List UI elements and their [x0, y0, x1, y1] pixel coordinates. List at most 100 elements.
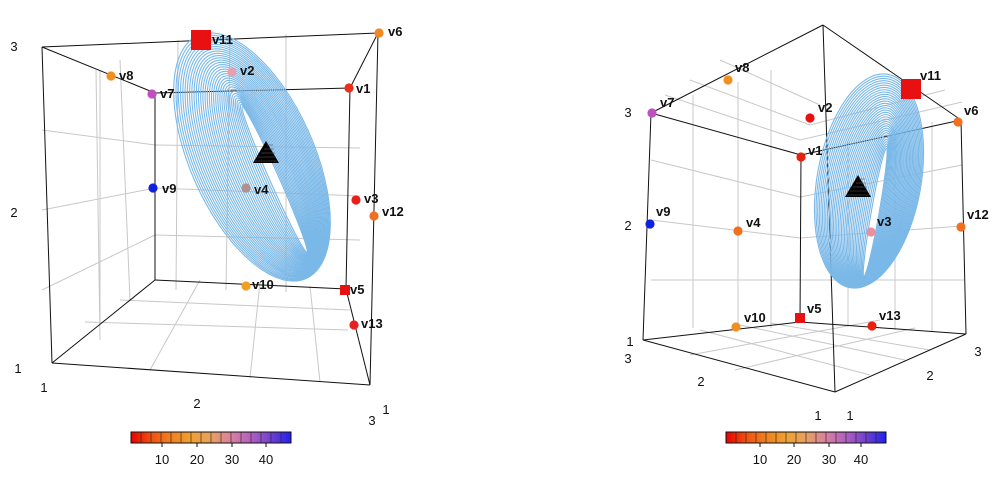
ellipsoid-ring	[231, 93, 310, 258]
colorbar-tick-label: 30	[822, 452, 836, 467]
ellipsoid-ring	[200, 59, 321, 271]
point-v1	[344, 83, 354, 93]
tick-x-2: 2	[193, 396, 200, 411]
point-v9	[645, 219, 655, 229]
point-label-v3: v3	[877, 214, 891, 229]
ellipsoid-ring	[238, 101, 309, 255]
point-v11	[901, 79, 921, 99]
point-label-v6: v6	[964, 103, 978, 118]
colorbar-tick-label: 10	[155, 452, 169, 467]
grid-line	[769, 322, 931, 351]
ellipsoid-ring	[232, 95, 310, 257]
ellipsoid-ring	[197, 57, 322, 272]
point-label-v1: v1	[356, 81, 370, 96]
point-v5	[795, 313, 805, 323]
ellipsoid-ring	[239, 104, 309, 254]
point-v7	[147, 89, 157, 99]
ellipsoid-ring	[202, 61, 320, 270]
ellipsoid-ring	[229, 90, 311, 259]
colorbar-tick-label: 10	[753, 452, 767, 467]
point-label-v11: v11	[212, 32, 233, 47]
point-label-v5: v5	[350, 282, 364, 297]
point-v4	[241, 183, 251, 193]
grid-line	[689, 79, 811, 126]
ellipsoid-ring	[213, 73, 316, 266]
tick-y-1: 1	[382, 402, 389, 417]
grid-line	[84, 321, 349, 331]
ellipsoid-ring	[234, 97, 310, 256]
point-v10	[731, 322, 741, 332]
point-v7	[647, 108, 657, 118]
box-edge	[51, 279, 156, 364]
grid-line	[309, 285, 321, 383]
grid-line	[119, 59, 131, 301]
point-label-v8: v8	[119, 68, 133, 83]
point-label-v13: v13	[361, 316, 383, 331]
tick-x-2: 2	[697, 374, 704, 389]
ellipsoid-ring	[208, 68, 318, 268]
point-v9	[148, 183, 158, 193]
tick-z-1: 1	[14, 361, 21, 376]
box-edge	[345, 87, 351, 290]
ellipsoid-ring	[189, 48, 325, 276]
box-edge	[51, 362, 371, 386]
point-label-v1: v1	[808, 143, 822, 158]
grid-line	[41, 234, 156, 291]
ellipsoid-ring	[204, 64, 319, 269]
box-edge	[822, 24, 962, 121]
grid-line	[650, 159, 801, 198]
point-v13	[349, 320, 359, 330]
box-edge	[345, 288, 371, 386]
point-v3	[866, 227, 876, 237]
tick-x-1: 1	[40, 380, 47, 395]
ellipsoid-ring	[195, 55, 323, 273]
colorbar: 10 20 30 40	[725, 431, 887, 467]
point-label-v7: v7	[160, 86, 174, 101]
tick-z-3: 3	[10, 39, 17, 54]
point-label-v2: v2	[818, 100, 832, 115]
point-label-v4: v4	[254, 182, 269, 197]
colorbar-tick-label: 20	[787, 452, 801, 467]
point-v12	[956, 222, 966, 232]
point-label-v7: v7	[660, 95, 674, 110]
colorbar-tick-label: 20	[190, 452, 204, 467]
point-v2	[227, 67, 237, 77]
point-v6	[374, 28, 384, 38]
point-label-v10: v10	[744, 310, 766, 325]
point-label-v9: v9	[656, 204, 670, 219]
centroid-triangle	[845, 175, 871, 197]
tick-x-3: 3	[368, 413, 375, 428]
tick-z-2: 2	[624, 218, 631, 233]
point-v12	[369, 211, 379, 221]
grid-line	[664, 94, 801, 141]
grid-line	[119, 299, 351, 311]
point-v2	[805, 113, 815, 123]
point-v5	[340, 285, 350, 295]
point-v8	[106, 71, 116, 81]
point-label-v11: v11	[920, 68, 941, 83]
ellipsoid-ring	[862, 147, 888, 277]
point-label-v5: v5	[807, 301, 821, 316]
ellipsoid-ring	[191, 50, 324, 275]
centroid-triangle	[253, 141, 279, 163]
point-label-v12: v12	[967, 207, 989, 222]
colorbar: 10 20 30 40	[130, 431, 292, 467]
box-edge	[369, 32, 379, 386]
grid-line	[699, 329, 871, 376]
box-edge	[41, 46, 53, 364]
point-v10	[241, 281, 251, 291]
box-edge	[642, 321, 801, 341]
ellipsoid-ring	[193, 52, 323, 274]
point-v8	[723, 75, 733, 85]
ellipsoid-ring	[217, 77, 315, 264]
grid-line	[41, 187, 156, 211]
grid-line	[249, 281, 261, 379]
grid-line	[739, 324, 906, 361]
grid-line	[175, 39, 179, 291]
box-edge	[799, 321, 967, 335]
box-edge	[154, 279, 347, 290]
grid-line	[719, 59, 821, 106]
ellipsoid-ring	[227, 88, 311, 260]
